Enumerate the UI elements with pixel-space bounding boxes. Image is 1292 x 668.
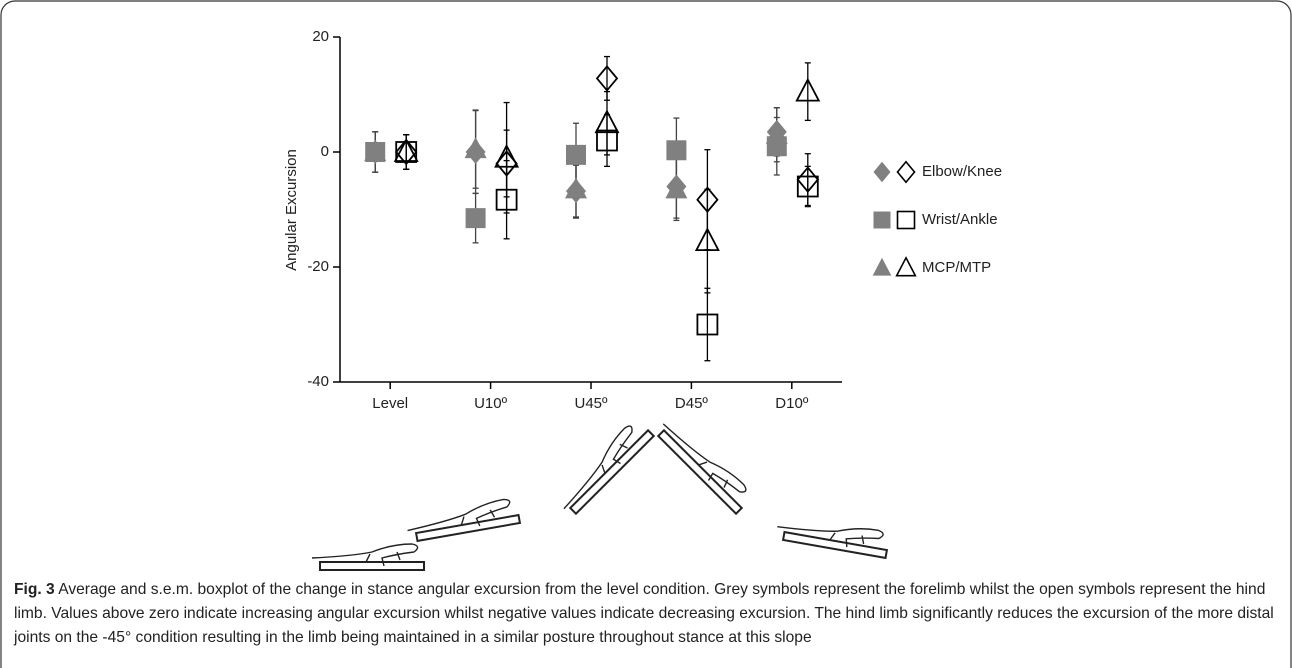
slope-illustrations: [311, 423, 889, 571]
y-axis-label: Angular Excursion: [283, 149, 300, 271]
x-tick-label: D10º: [775, 395, 809, 412]
legend-swatch-hindlimb: [896, 160, 916, 184]
forelimb-marker: [364, 140, 387, 161]
caption-label: Fig. 3: [14, 581, 55, 598]
hindlimb-marker: [594, 109, 620, 134]
forelimb-marker: [665, 177, 688, 199]
y-tick-label: -40: [307, 373, 329, 390]
hindlimb-marker: [696, 186, 719, 214]
caption: Fig. 3 Average and s.e.m. boxplot of the…: [14, 578, 1276, 650]
legend-swatch-forelimb: [873, 211, 891, 229]
forelimb-marker: [465, 208, 486, 229]
forelimb-marker: [464, 137, 487, 159]
legend-label: MCP/MTP: [922, 259, 991, 276]
hindlimb-marker: [595, 64, 619, 92]
legend-label: Elbow/Knee: [922, 163, 1002, 180]
legend-swatch-forelimb: [873, 161, 891, 183]
hindlimb-marker: [795, 77, 821, 102]
hindlimb-marker: [596, 129, 618, 152]
forelimb-marker: [565, 177, 587, 199]
forelimb-marker: [566, 144, 586, 165]
caption-text: Average and s.e.m. boxplot of the change…: [14, 581, 1274, 646]
x-tick-label: U10º: [474, 395, 508, 412]
x-tick-label: U45º: [575, 395, 609, 412]
x-tick-label: Level: [372, 395, 408, 412]
hindlimb-marker: [796, 175, 819, 198]
hindlimb-marker: [395, 141, 418, 163]
legend-label: Wrist/Ankle: [922, 211, 998, 228]
x-tick-label: D45º: [675, 395, 709, 412]
forelimb-marker: [666, 140, 687, 161]
legend-swatch-hindlimb: [895, 256, 917, 277]
hindlimb-marker: [495, 188, 518, 211]
y-tick-label: -20: [307, 258, 329, 275]
legend-swatch-hindlimb: [896, 210, 916, 230]
y-tick-label: 0: [321, 143, 329, 160]
forelimb-marker: [765, 122, 788, 144]
hindlimb-marker: [393, 138, 419, 162]
hindlimb-marker: [494, 143, 520, 168]
legend-swatch-forelimb: [872, 257, 892, 276]
hindlimb-marker: [694, 227, 720, 252]
y-tick-label: 20: [312, 28, 329, 45]
hindlimb-marker: [395, 138, 418, 166]
hindlimb-marker: [696, 313, 719, 336]
